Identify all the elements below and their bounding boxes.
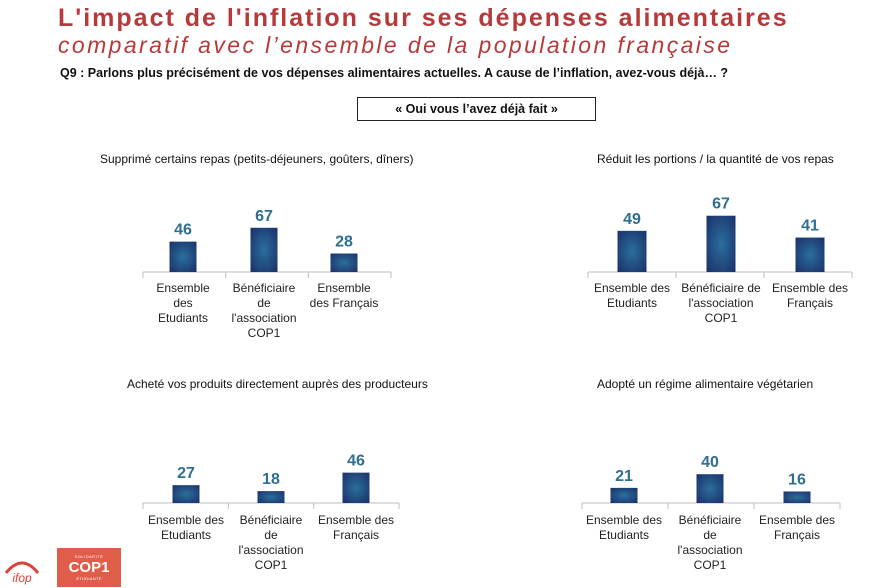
category-label-line: Bénéficiaire bbox=[232, 281, 296, 295]
category-label-line: Etudiants bbox=[598, 528, 650, 542]
category-label-line: Français bbox=[332, 528, 379, 542]
bar bbox=[795, 237, 825, 272]
bar-value-label: 67 bbox=[712, 196, 730, 213]
category-label-line: COP1 bbox=[247, 326, 281, 340]
category-label: Ensemble des Français bbox=[313, 513, 399, 543]
page-title: L'impact de l'inflation sur ses dépenses… bbox=[58, 4, 789, 32]
category-label: Ensemble des Etudiants bbox=[143, 281, 223, 326]
category-label: Ensemble des Français bbox=[754, 513, 840, 543]
category-label: Ensemble des Etudiants bbox=[143, 513, 229, 543]
bar bbox=[257, 491, 285, 503]
bar-value-label: 41 bbox=[801, 218, 819, 235]
bar bbox=[706, 215, 736, 272]
chart-title-4: Adopté un régime alimentaire végétarien bbox=[597, 377, 814, 391]
bar-value-label: 28 bbox=[335, 234, 353, 251]
category-label: Bénéficiaire de l'association COP1 bbox=[228, 513, 314, 573]
bar bbox=[617, 230, 647, 272]
ifop-logo: ifop bbox=[2, 549, 42, 587]
category-label: Ensemble des Etudiants bbox=[588, 281, 676, 311]
bar bbox=[783, 491, 811, 503]
bar-value-label: 46 bbox=[347, 453, 365, 470]
category-label-line: Français bbox=[773, 528, 820, 542]
cop1-logo: SOLIDARITÉ COP1 ÉTUDIANTE bbox=[57, 548, 121, 587]
category-label-line: Etudiants bbox=[606, 296, 658, 310]
category-label-line: COP1 bbox=[693, 558, 727, 572]
bar-value-label: 21 bbox=[615, 468, 633, 485]
category-label-line: COP1 bbox=[254, 558, 288, 572]
category-label: Ensemble des Français bbox=[304, 281, 384, 311]
cop1-logo-bottom: ÉTUDIANTE bbox=[76, 576, 102, 581]
question-text: Q9 : Parlons plus précisément de vos dép… bbox=[60, 66, 729, 80]
bar-value-label: 49 bbox=[623, 211, 641, 228]
category-label: Ensemble des Français bbox=[766, 281, 854, 311]
bar bbox=[250, 227, 278, 272]
cop1-logo-main: COP1 bbox=[68, 559, 110, 576]
bar-value-label: 18 bbox=[262, 471, 280, 488]
bar-value-label: 27 bbox=[177, 465, 195, 482]
category-label-line: des Français bbox=[309, 296, 379, 310]
category-label: Ensemble des Etudiants bbox=[581, 513, 667, 543]
category-label-line: Bénéficiaire de bbox=[681, 281, 761, 295]
bar bbox=[330, 253, 358, 272]
answer-label-box: « Oui vous l’avez déjà fait » bbox=[357, 97, 596, 121]
category-label-line: l'association bbox=[231, 311, 297, 325]
category-label-line: l'association bbox=[677, 543, 743, 557]
bar bbox=[342, 472, 370, 503]
category-label-line: Ensemble des bbox=[771, 281, 849, 295]
bar-value-label: 67 bbox=[255, 208, 273, 225]
bar-value-label: 16 bbox=[788, 471, 806, 488]
page-subtitle: comparatif avec l’ensemble de la populat… bbox=[58, 32, 733, 58]
category-label-line: Ensemble bbox=[317, 281, 371, 295]
bar bbox=[610, 487, 638, 503]
category-label-line: l'association bbox=[238, 543, 304, 557]
category-label-line: Bénéficiaire bbox=[239, 513, 303, 527]
category-label: Bénéficiaire de l'association COP1 bbox=[677, 281, 765, 326]
chart-title-2: Réduit les portions / la quantité de vos… bbox=[597, 152, 834, 166]
svg-text:ifop: ifop bbox=[12, 571, 32, 585]
category-label-line: des bbox=[173, 296, 193, 310]
category-label-line: Ensemble bbox=[156, 281, 210, 295]
cop1-logo-top: SOLIDARITÉ bbox=[74, 554, 104, 559]
bar bbox=[172, 485, 200, 503]
bar bbox=[169, 241, 197, 272]
category-label-line: Français bbox=[786, 296, 833, 310]
category-label-line: l'association bbox=[688, 296, 754, 310]
category-label-line: Ensemble des bbox=[317, 513, 395, 527]
category-label: Bénéficiaire de l'association COP1 bbox=[224, 281, 304, 341]
category-label-line: Ensemble des bbox=[758, 513, 836, 527]
category-label-line: Etudiants bbox=[157, 311, 209, 325]
category-label-line: de bbox=[703, 528, 717, 542]
category-label-line: Bénéficiaire bbox=[678, 513, 742, 527]
chart-title-1: Supprimé certains repas (petits-déjeuner… bbox=[100, 152, 414, 166]
category-label-line: de bbox=[257, 296, 271, 310]
category-label-line: COP1 bbox=[704, 311, 738, 325]
category-label-line: Ensemble des bbox=[593, 281, 671, 295]
category-label: Bénéficiaire de l'association COP1 bbox=[667, 513, 753, 573]
bar-value-label: 46 bbox=[174, 222, 192, 239]
bar bbox=[696, 474, 724, 503]
chart-title-3: Acheté vos produits directement auprès d… bbox=[127, 377, 428, 391]
category-label-line: de bbox=[264, 528, 278, 542]
category-label-line: Ensemble des bbox=[147, 513, 225, 527]
bar-value-label: 40 bbox=[701, 454, 719, 471]
category-label-line: Ensemble des bbox=[585, 513, 663, 527]
ifop-logo-mark: ifop bbox=[4, 561, 40, 585]
category-label-line: Etudiants bbox=[160, 528, 212, 542]
